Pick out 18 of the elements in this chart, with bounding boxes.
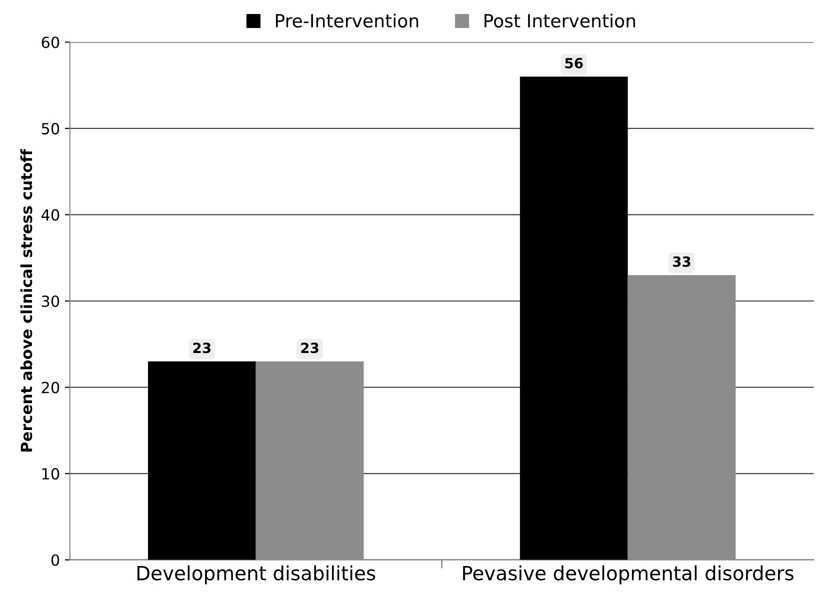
y-tick-label: 20 xyxy=(42,382,60,394)
y-tick-label: 10 xyxy=(42,468,60,480)
y-tick-label: 0 xyxy=(51,554,60,566)
y-tick-label: 50 xyxy=(42,122,60,134)
bar xyxy=(148,361,256,560)
bar xyxy=(520,76,628,560)
y-tick-label: 60 xyxy=(42,36,60,48)
y-tick-label: 40 xyxy=(41,209,60,221)
data-label: 23 xyxy=(301,342,318,354)
data-label: 33 xyxy=(673,256,690,267)
x-tick-label: Development disabilities xyxy=(137,565,376,584)
y-tick-label: 30 xyxy=(42,295,60,308)
legend-label: Pre-Intervention xyxy=(276,14,418,28)
data-label: 23 xyxy=(193,342,210,354)
x-tick-label: Pevasive developmental disorders xyxy=(463,565,794,584)
legend-label: Post Intervention xyxy=(484,14,635,28)
data-label: 56 xyxy=(565,58,583,68)
y-axis-title: Percent above clinical stress cutoff xyxy=(20,148,32,452)
